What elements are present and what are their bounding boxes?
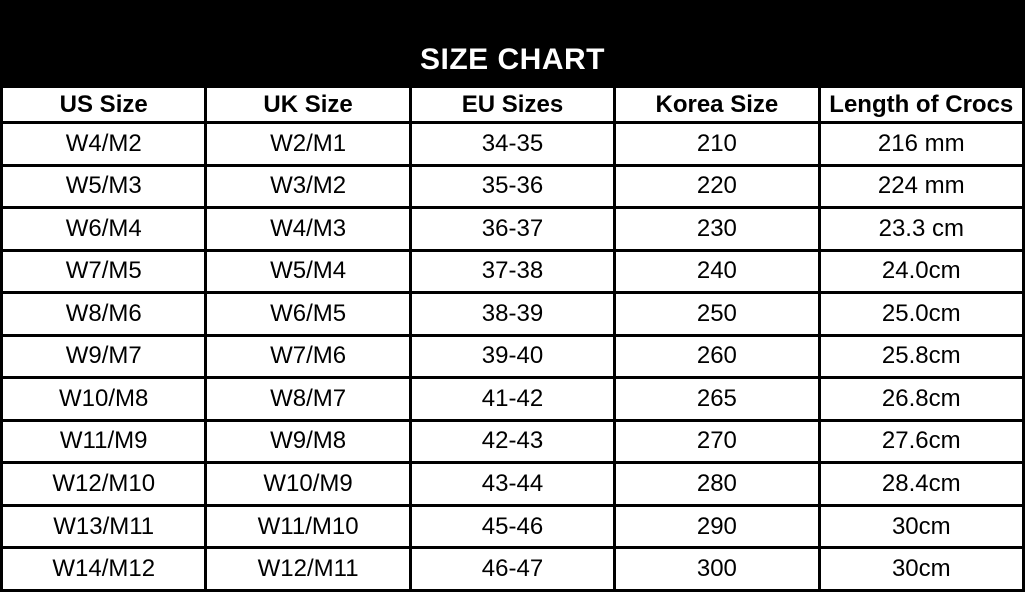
table-cell: W4/M2 [0,121,208,167]
table-cell: W6/M4 [0,206,208,252]
table-cell: 38-39 [408,291,617,337]
table-cell: W6/M5 [204,291,412,337]
table-cell: 300 [613,546,821,592]
table-cell: W8/M7 [204,376,412,422]
table-cell: 45-46 [408,503,617,550]
table-cell: 46-47 [408,546,617,592]
table-cell: 36-37 [408,206,617,252]
table-row: W12/M10 W10/M9 43-44 280 28.4cm [0,461,1025,507]
table-cell: 290 [613,503,821,550]
column-header: EU Sizes [408,85,617,124]
table-cell: 41-42 [408,376,617,422]
table-cell: 28.4cm [817,461,1025,507]
table-cell: 280 [613,461,821,507]
table-body: W4/M2 W2/M1 34-35 210 216 mm W5/M3 W3/M2 35-36 2… [0,121,1025,592]
table-cell: 42-43 [408,418,617,465]
column-header: Length of Crocs [817,85,1025,124]
table-cell: 265 [613,376,821,422]
column-header: Korea Size [613,85,821,124]
table-cell: 240 [613,248,821,295]
table-cell: W7/M6 [204,333,412,380]
table-cell: W12/M10 [0,461,208,507]
table-cell: W4/M3 [204,206,412,252]
table-cell: 25.8cm [817,333,1025,380]
table-cell: W11/M9 [0,418,208,465]
table-cell: 230 [613,206,821,252]
table-header: US Size UK Size EU Sizes Korea Size Length o… [0,85,1025,124]
table-cell: W2/M1 [204,121,412,167]
table-cell: W5/M3 [0,163,208,210]
table-cell: W9/M8 [204,418,412,465]
table-cell: 260 [613,333,821,380]
table-cell: W8/M6 [0,291,208,337]
table-row: W13/M11 W11/M10 45-46 290 30cm [0,503,1025,550]
table-cell: 34-35 [408,121,617,167]
table-cell: W14/M12 [0,546,208,592]
table-cell: 27.6cm [817,418,1025,465]
table-cell: 30cm [817,546,1025,592]
column-header: US Size [0,85,208,124]
table-cell: 30cm [817,503,1025,550]
table-cell: W13/M11 [0,503,208,550]
table-cell: 224 mm [817,163,1025,210]
table-cell: W5/M4 [204,248,412,295]
chart-title-band: SIZE CHART [0,0,1025,85]
table-row: W7/M5 W5/M4 37-38 240 24.0cm [0,248,1025,295]
table-row: W6/M4 W4/M3 36-37 230 23.3 cm [0,206,1025,252]
table-cell: 26.8cm [817,376,1025,422]
table-cell: W9/M7 [0,333,208,380]
table-cell: W10/M9 [204,461,412,507]
table-row: W4/M2 W2/M1 34-35 210 216 mm [0,121,1025,167]
table-cell: 25.0cm [817,291,1025,337]
table-cell: 24.0cm [817,248,1025,295]
table-cell: 270 [613,418,821,465]
table-cell: W7/M5 [0,248,208,295]
table-cell: 35-36 [408,163,617,210]
table-row: W9/M7 W7/M6 39-40 260 25.8cm [0,333,1025,380]
table-cell: 216 mm [817,121,1025,167]
table-cell: 23.3 cm [817,206,1025,252]
table-row: W8/M6 W6/M5 38-39 250 25.0cm [0,291,1025,337]
table-cell: 37-38 [408,248,617,295]
table-cell: W10/M8 [0,376,208,422]
table-row: W5/M3 W3/M2 35-36 220 224 mm [0,163,1025,210]
table-cell: W3/M2 [204,163,412,210]
table-cell: 43-44 [408,461,617,507]
table-row: W10/M8 W8/M7 41-42 265 26.8cm [0,376,1025,422]
table-cell: 250 [613,291,821,337]
column-header: UK Size [204,85,412,124]
table-cell: 220 [613,163,821,210]
table-cell: 39-40 [408,333,617,380]
size-table: US Size UK Size EU Sizes Korea Size Length o… [0,85,1025,592]
table-row: W11/M9 W9/M8 42-43 270 27.6cm [0,418,1025,465]
chart-title: SIZE CHART [420,43,605,76]
table-cell: 210 [613,121,821,167]
table-row: W14/M12 W12/M11 46-47 300 30cm [0,546,1025,592]
table-cell: W11/M10 [204,503,412,550]
header-row: US Size UK Size EU Sizes Korea Size Length o… [0,85,1025,124]
table-cell: W12/M11 [204,546,412,592]
